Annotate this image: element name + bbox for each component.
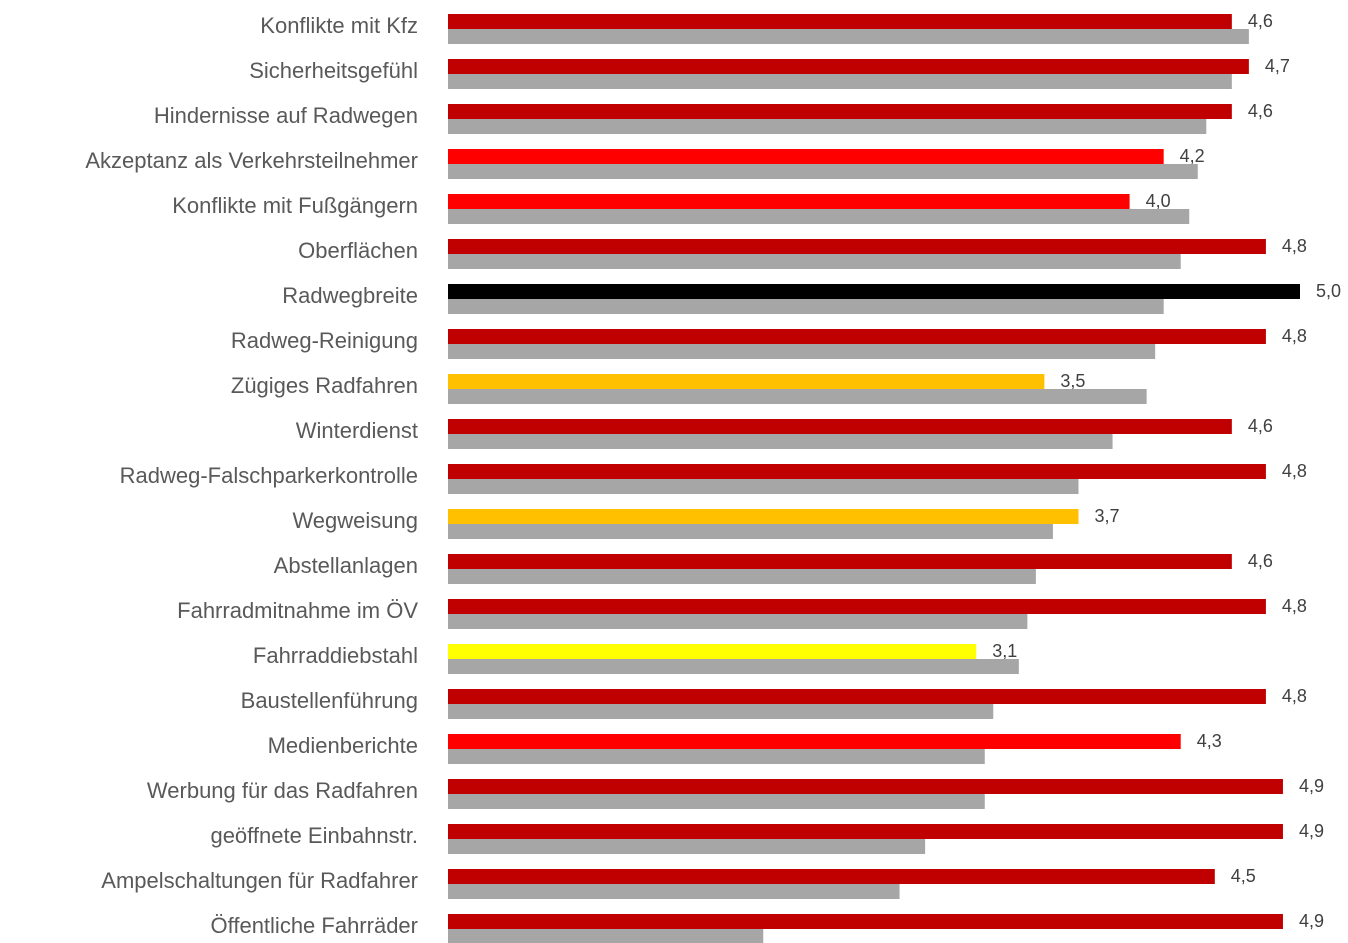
bar	[448, 599, 1266, 614]
value-label: 4,6	[1248, 11, 1273, 31]
bar	[448, 914, 1283, 929]
category-label: Sicherheitsgefühl	[249, 58, 418, 83]
bar	[448, 659, 1019, 674]
bar	[448, 149, 1164, 164]
bar	[448, 14, 1232, 29]
value-label: 3,5	[1060, 371, 1085, 391]
bar	[448, 464, 1266, 479]
category-label: Baustellenführung	[241, 688, 418, 713]
value-label: 4,7	[1265, 56, 1290, 76]
value-label: 5,0	[1316, 281, 1341, 301]
value-label: 4,8	[1282, 236, 1307, 256]
category-label: Medienberichte	[268, 733, 418, 758]
bar	[448, 254, 1181, 269]
value-label: 4,5	[1231, 866, 1256, 886]
bar	[448, 794, 985, 809]
value-label: 4,8	[1282, 326, 1307, 346]
category-label: Abstellanlagen	[274, 553, 418, 578]
bar	[448, 284, 1300, 299]
category-label: Radweg-Falschparkerkontrolle	[120, 463, 418, 488]
bar	[448, 239, 1266, 254]
bar	[448, 749, 985, 764]
category-label: Akzeptanz als Verkehrsteilnehmer	[85, 148, 418, 173]
value-label: 4,9	[1299, 821, 1324, 841]
value-label: 4,6	[1248, 551, 1273, 571]
bar	[448, 569, 1036, 584]
value-label: 4,9	[1299, 911, 1324, 931]
value-label: 4,6	[1248, 101, 1273, 121]
bar	[448, 209, 1190, 224]
category-label: Ampelschaltungen für Radfahrer	[101, 868, 418, 893]
category-label: Hindernisse auf Radwegen	[154, 103, 418, 128]
bar	[448, 104, 1232, 119]
bar	[448, 824, 1283, 839]
category-label: Öffentliche Fahrräder	[211, 913, 418, 938]
bar	[448, 164, 1198, 179]
bar	[448, 524, 1053, 539]
bar	[448, 884, 900, 899]
category-label: Konflikte mit Kfz	[260, 13, 418, 38]
bar	[448, 329, 1266, 344]
value-label: 4,0	[1146, 191, 1171, 211]
bar	[448, 689, 1266, 704]
bar	[448, 779, 1283, 794]
category-label: Zügiges Radfahren	[231, 373, 418, 398]
category-label: Radweg-Reinigung	[231, 328, 418, 353]
value-label: 3,1	[992, 641, 1017, 661]
value-label: 4,8	[1282, 596, 1307, 616]
bar	[448, 434, 1113, 449]
bar	[448, 344, 1156, 359]
value-label: 4,8	[1282, 461, 1307, 481]
value-label: 4,8	[1282, 686, 1307, 706]
bar	[448, 869, 1215, 884]
category-label: Konflikte mit Fußgängern	[172, 193, 418, 218]
bar	[448, 389, 1147, 404]
category-label: Fahrradmitnahme im ÖV	[177, 598, 418, 623]
category-label: Fahrraddiebstahl	[253, 643, 418, 668]
bar	[448, 554, 1232, 569]
bar	[448, 419, 1232, 434]
bar	[448, 479, 1079, 494]
value-label: 4,2	[1180, 146, 1205, 166]
bar	[448, 374, 1045, 389]
bar	[448, 734, 1181, 749]
value-label: 3,7	[1094, 506, 1119, 526]
bar	[448, 59, 1249, 74]
category-label: Winterdienst	[296, 418, 418, 443]
value-label: 4,3	[1197, 731, 1222, 751]
bar	[448, 644, 977, 659]
bar	[448, 929, 764, 943]
value-label: 4,9	[1299, 776, 1324, 796]
value-label: 4,6	[1248, 416, 1273, 436]
category-label: Werbung für das Radfahren	[147, 778, 418, 803]
bar	[448, 29, 1249, 44]
bar	[448, 704, 994, 719]
category-label: Wegweisung	[292, 508, 418, 533]
bar	[448, 194, 1130, 209]
bar	[448, 839, 926, 854]
category-label: geöffnete Einbahnstr.	[210, 823, 418, 848]
category-label: Radwegbreite	[282, 283, 418, 308]
category-label: Oberflächen	[298, 238, 418, 263]
bar	[448, 74, 1232, 89]
bar	[448, 119, 1207, 134]
bar	[448, 509, 1079, 524]
bar	[448, 614, 1028, 629]
bar	[448, 299, 1164, 314]
